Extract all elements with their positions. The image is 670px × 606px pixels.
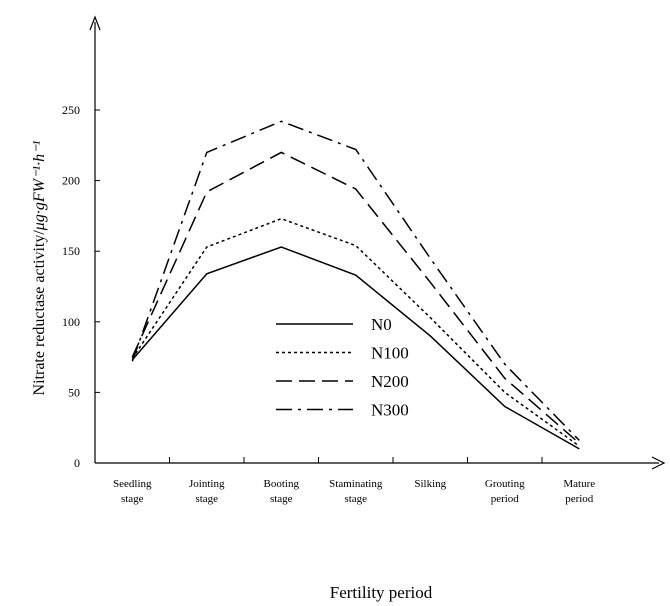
series-line-n300 [131, 120, 580, 441]
series-line-n0 [131, 246, 580, 450]
legend-label: N200 [371, 372, 409, 391]
x-tick-label-line: Silking [414, 478, 446, 490]
y-axis-title-unit: μg·gFW⁻¹·h⁻¹ [31, 140, 48, 231]
series-line-n200 [131, 151, 580, 444]
x-tick-label-line: Seedling [113, 478, 152, 490]
x-tick-label: Silking [414, 478, 446, 490]
x-tick-label: Staminating stage [329, 478, 383, 505]
y-axis-title-text: Nitrate reductase activity/ [31, 230, 48, 396]
series-group [131, 120, 580, 450]
x-tick-label-line: stage [344, 493, 367, 505]
legend: N0 N100 N200 N300 [276, 315, 409, 420]
y-tick-label: 150 [62, 244, 80, 258]
x-tick-label-line: stage [195, 493, 218, 505]
x-axis-arrow [651, 456, 666, 470]
legend-label: N100 [371, 344, 409, 363]
x-tick-label-line: Jointing [189, 478, 225, 490]
legend-label: N300 [371, 401, 409, 420]
y-tick-label: 0 [74, 456, 80, 470]
legend-label: N0 [371, 315, 392, 334]
x-tick-label-line: stage [270, 493, 293, 505]
x-tick-label-line: Staminating [329, 478, 383, 490]
x-tick-label: Seedling stage [113, 478, 152, 505]
x-tick-label-line: Booting [264, 478, 300, 490]
axes: 0 50 100 150 200 250 Seedling stage Jointing stag… [62, 15, 666, 505]
y-tick-label: 250 [62, 103, 80, 117]
x-tick-label: Mature period [563, 478, 595, 505]
x-tick-label-line: stage [121, 493, 144, 505]
y-tick-label: 100 [62, 315, 80, 329]
x-tick-label-line: Mature [563, 478, 595, 490]
x-tick-label: Booting stage [264, 478, 300, 505]
x-tick-label: Grouting period [485, 478, 525, 505]
series-line-n100 [131, 217, 580, 447]
x-axis-title: Fertility period [330, 583, 433, 602]
x-tick-label-line: Grouting [485, 478, 525, 490]
y-axis-title: Nitrate reductase activity/μg·gFW⁻¹·h⁻¹ [31, 140, 48, 395]
y-axis-arrow [89, 15, 101, 31]
y-tick-label: 50 [68, 385, 80, 399]
x-tick-label-line: period [491, 493, 520, 505]
y-tick-label: 200 [62, 174, 80, 188]
x-tick-label-line: period [565, 493, 594, 505]
x-tick-label: Jointing stage [189, 478, 225, 505]
